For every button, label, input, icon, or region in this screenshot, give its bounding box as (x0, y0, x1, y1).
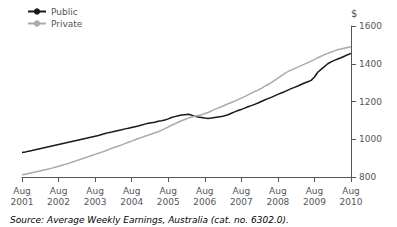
svg-text:Aug: Aug (159, 186, 177, 196)
svg-text:Aug: Aug (269, 186, 287, 196)
svg-text:2002: 2002 (47, 197, 70, 207)
svg-text:1200: 1200 (359, 97, 382, 107)
svg-text:2003: 2003 (84, 197, 107, 207)
svg-text:Aug: Aug (86, 186, 104, 196)
svg-text:2010: 2010 (340, 197, 363, 207)
svg-text:Aug: Aug (196, 186, 214, 196)
svg-text:Aug: Aug (306, 186, 324, 196)
svg-text:Source: Average Weekly Earning: Source: Average Weekly Earnings, Austral… (10, 215, 289, 225)
svg-text:1000: 1000 (359, 134, 382, 144)
svg-text:Aug: Aug (233, 186, 251, 196)
svg-text:1600: 1600 (359, 21, 382, 31)
svg-text:Public: Public (51, 7, 78, 17)
svg-text:Aug: Aug (50, 186, 68, 196)
svg-text:$: $ (351, 8, 357, 19)
svg-text:2004: 2004 (120, 197, 143, 207)
svg-text:Aug: Aug (123, 186, 141, 196)
svg-text:2007: 2007 (230, 197, 253, 207)
svg-text:2009: 2009 (303, 197, 326, 207)
svg-text:2006: 2006 (193, 197, 216, 207)
svg-text:1400: 1400 (359, 59, 382, 69)
svg-text:Aug: Aug (342, 186, 360, 196)
svg-text:2001: 2001 (11, 197, 34, 207)
svg-text:Aug: Aug (13, 186, 31, 196)
svg-text:2008: 2008 (266, 197, 289, 207)
svg-text:Private: Private (51, 19, 83, 29)
svg-text:2005: 2005 (157, 197, 180, 207)
svg-text:800: 800 (359, 172, 376, 182)
